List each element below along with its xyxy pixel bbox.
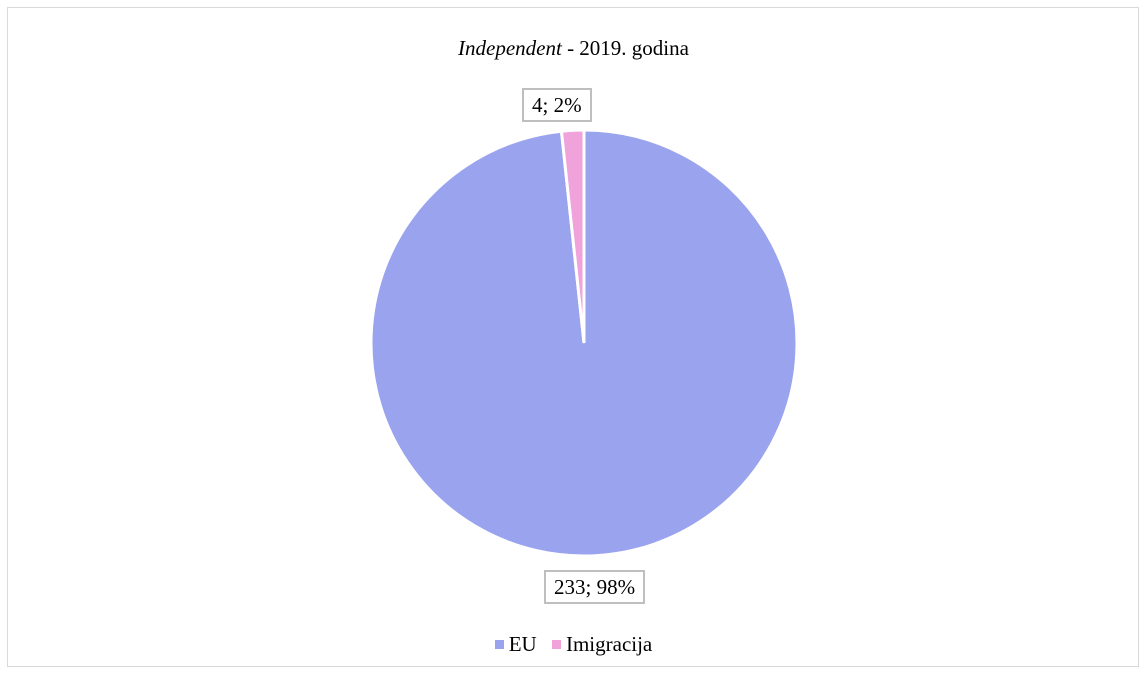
legend-label-eu: EU: [508, 632, 537, 656]
chart-title-italic: Independent: [458, 36, 562, 60]
legend-swatch-eu: [494, 639, 504, 649]
legend-label-imigracija: Imigracija: [565, 632, 653, 656]
chart-title: Independent - 2019. godina: [0, 36, 1147, 61]
data-label-eu: 233; 98%: [544, 570, 646, 604]
data-label-imigracija: 4; 2%: [522, 88, 592, 122]
legend-swatch-imigracija: [551, 639, 561, 649]
legend: EU Imigracija: [0, 632, 1147, 657]
legend-item-eu: EU: [494, 632, 537, 657]
legend-item-imigracija: Imigracija: [551, 632, 653, 657]
chart-title-rest: - 2019. godina: [561, 36, 689, 60]
pie-slice-imigracija: [559, 128, 586, 344]
